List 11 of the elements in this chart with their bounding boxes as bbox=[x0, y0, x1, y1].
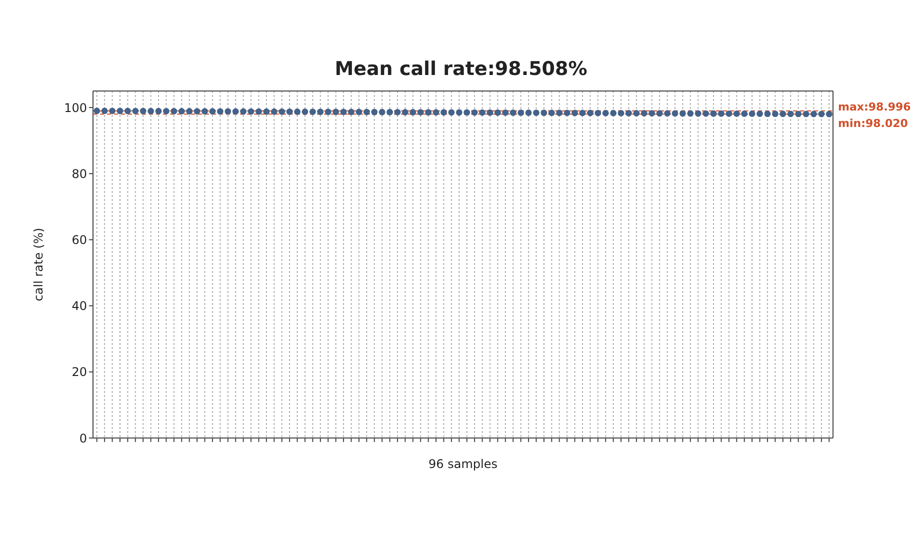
ref-line-label: min:98.020 bbox=[838, 116, 908, 130]
y-tick-label: 100 bbox=[64, 100, 87, 115]
y-tick-label: 80 bbox=[72, 166, 87, 181]
y-axis-title: call rate (%) bbox=[31, 228, 46, 302]
y-tick-label: 40 bbox=[72, 299, 87, 314]
x-axis-title: 96 samples bbox=[428, 457, 498, 471]
y-tick-label: 60 bbox=[72, 232, 87, 247]
y-tick-label: 20 bbox=[72, 365, 87, 380]
ref-line-label: max:98.996 bbox=[838, 100, 912, 114]
y-tick-label: 0 bbox=[79, 431, 87, 446]
chart-title: Mean call rate:98.508% bbox=[334, 58, 588, 80]
